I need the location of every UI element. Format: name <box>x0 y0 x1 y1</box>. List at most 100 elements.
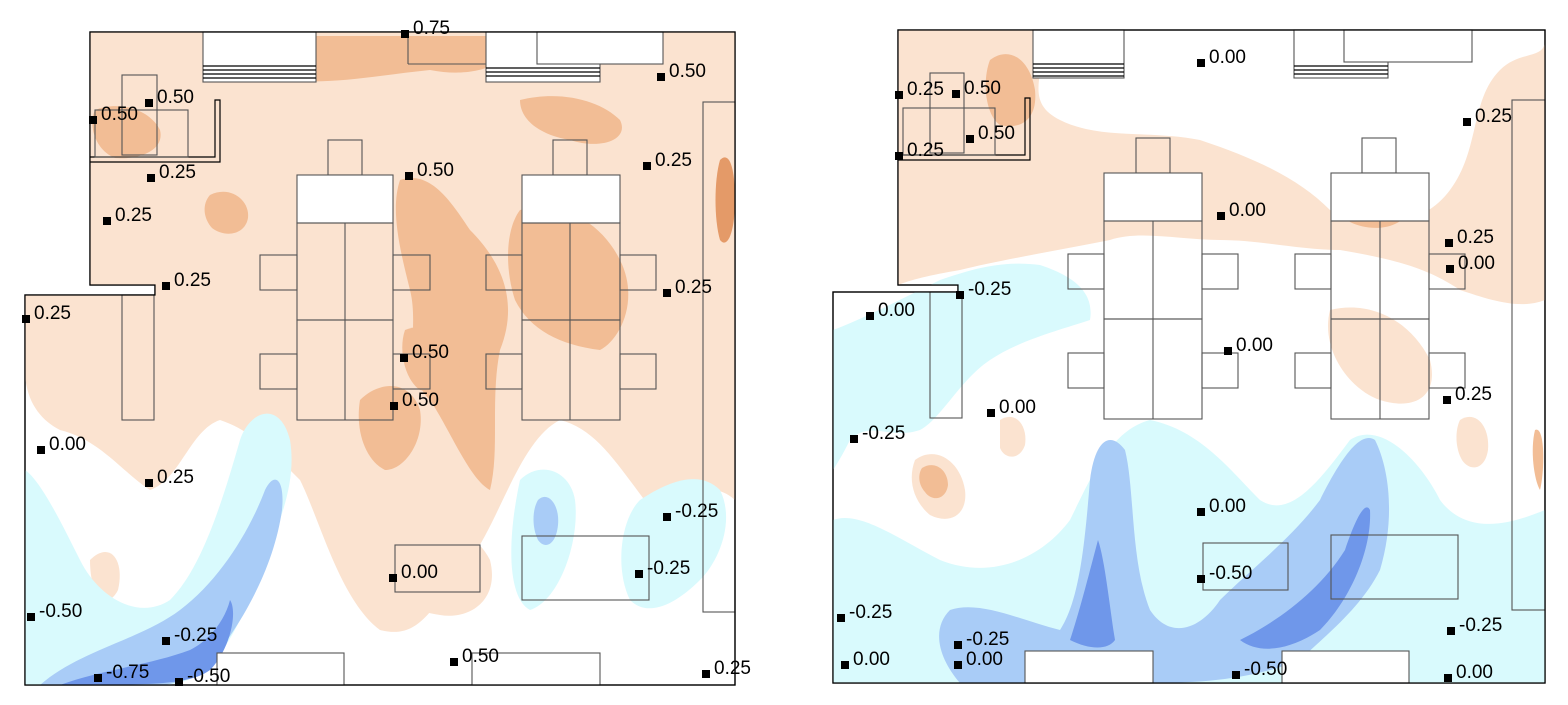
probe-value-label: 0.25 <box>174 270 211 291</box>
probe-marker <box>1445 239 1453 247</box>
left-warm-mid-5 <box>402 326 460 392</box>
probe-value-label: 0.00 <box>878 300 915 321</box>
probe-value-label: -0.25 <box>968 279 1011 300</box>
probe-value-label: 0.25 <box>159 162 196 183</box>
probe-marker <box>954 641 962 649</box>
probe-marker <box>145 99 153 107</box>
probe-marker <box>27 613 35 621</box>
left-plan: 0.75 0.50 0.50 0.50 0.25 0.50 0.25 0.25 0.25 0.25… <box>22 18 751 687</box>
probe-value-label: 0.00 <box>1229 200 1266 221</box>
probe-marker <box>1197 59 1205 67</box>
left-probe-points: 0.75 0.50 0.50 0.50 0.25 0.50 0.25 0.25 0.25 0.25… <box>22 18 751 687</box>
probe-value-label: 0.00 <box>1458 253 1495 274</box>
probe-marker <box>663 289 671 297</box>
probe-marker <box>956 291 964 299</box>
probe-value-label: 0.75 <box>413 18 450 39</box>
probe-marker <box>1224 347 1232 355</box>
probe-marker <box>450 658 458 666</box>
probe-marker <box>89 116 97 124</box>
left-warm-region-2 <box>378 526 492 616</box>
probe-marker <box>895 91 903 99</box>
probe-value-label: -0.25 <box>849 602 892 623</box>
right-furniture <box>898 29 1546 684</box>
probe-value-label: 0.50 <box>978 123 1015 144</box>
left-warm-mid-2 <box>395 178 509 490</box>
probe-value-label: 0.00 <box>49 434 86 455</box>
probe-value-label: -0.50 <box>1209 563 1252 584</box>
left-cool-light-3 <box>621 479 727 609</box>
probe-marker <box>1444 674 1452 682</box>
left-wall-outline <box>24 31 736 686</box>
probe-value-label: 0.00 <box>999 397 1036 418</box>
probe-marker <box>1217 212 1225 220</box>
left-warm-mid-8 <box>520 96 622 144</box>
left-warm-mid-7 <box>92 106 161 159</box>
probe-marker <box>635 570 643 578</box>
probe-value-label: 0.50 <box>101 104 138 125</box>
right-cool-dark-2 <box>1240 507 1371 649</box>
probe-value-label: -0.25 <box>966 629 1009 650</box>
probe-marker <box>405 172 413 180</box>
right-probe-points: 0.000.250.500.250.500.250.000.250.00-0.2… <box>837 47 1512 683</box>
right-warm-region-4 <box>1456 416 1489 468</box>
probe-value-label: 0.25 <box>34 303 71 324</box>
probe-marker <box>1232 671 1240 679</box>
probe-value-label: 0.00 <box>401 562 438 583</box>
probe-value-label: -0.25 <box>862 423 905 444</box>
probe-marker <box>954 661 962 669</box>
probe-marker <box>952 90 960 98</box>
probe-value-label: 0.25 <box>1457 227 1494 248</box>
right-cool-dark-1 <box>1070 540 1115 648</box>
probe-value-label: -0.50 <box>1244 659 1287 680</box>
probe-value-label: 0.00 <box>853 649 890 670</box>
probe-marker <box>147 174 155 182</box>
probe-marker <box>389 574 397 582</box>
right-warm-region-5 <box>1000 416 1026 457</box>
probe-value-label: -0.50 <box>187 666 230 687</box>
probe-marker <box>1443 396 1451 404</box>
probe-value-label: 0.00 <box>1236 335 1273 356</box>
probe-marker <box>841 661 849 669</box>
probe-value-label: 0.00 <box>1456 662 1493 683</box>
probe-value-label: -0.50 <box>39 601 82 622</box>
right-warm-region <box>898 30 1545 305</box>
probe-marker <box>837 614 845 622</box>
probe-marker <box>103 217 111 225</box>
probe-value-label: 0.25 <box>655 150 692 171</box>
probe-value-label: 0.00 <box>1209 47 1246 68</box>
probe-marker <box>966 135 974 143</box>
probe-marker <box>702 670 710 678</box>
probe-marker <box>1446 265 1454 273</box>
probe-marker <box>401 30 409 38</box>
probe-marker <box>1197 508 1205 516</box>
left-cool-dark-1 <box>60 600 234 685</box>
probe-value-label: 0.50 <box>402 390 439 411</box>
probe-value-label: 0.50 <box>157 87 194 108</box>
probe-marker <box>987 409 995 417</box>
probe-value-label: 0.25 <box>1455 384 1492 405</box>
probe-marker <box>400 354 408 362</box>
probe-marker <box>37 446 45 454</box>
probe-value-label: 0.25 <box>714 658 751 679</box>
probe-marker <box>1197 575 1205 583</box>
probe-value-label: 0.25 <box>675 277 712 298</box>
right-warm-mid-1 <box>985 54 1036 127</box>
probe-marker <box>643 162 651 170</box>
probe-marker <box>866 312 874 320</box>
probe-value-label: 0.25 <box>1475 106 1512 127</box>
probe-value-label: 0.25 <box>157 467 194 488</box>
probe-marker <box>175 678 183 686</box>
probe-marker <box>663 513 671 521</box>
left-warm-mid-4 <box>358 386 421 470</box>
probe-value-label: 0.00 <box>966 649 1003 670</box>
probe-marker <box>1447 627 1455 635</box>
probe-value-label: 0.50 <box>417 160 454 181</box>
probe-value-label: 0.25 <box>907 79 944 100</box>
right-warm-mid-3 <box>919 465 948 499</box>
probe-marker <box>850 435 858 443</box>
probe-value-label: -0.25 <box>174 625 217 646</box>
right-warm-mid-4 <box>1532 429 1544 490</box>
probe-marker <box>1463 118 1471 126</box>
probe-marker <box>145 479 153 487</box>
probe-value-label: -0.25 <box>675 501 718 522</box>
